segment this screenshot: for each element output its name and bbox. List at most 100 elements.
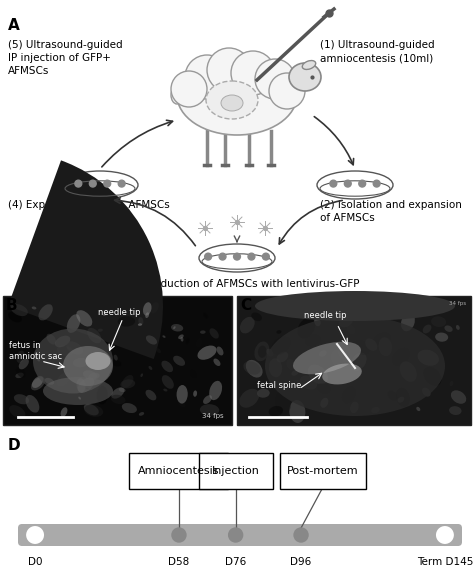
Circle shape	[231, 51, 275, 95]
Ellipse shape	[138, 317, 144, 325]
Text: (1) Ultrasound-guided
amniocentesis (10ml): (1) Ultrasound-guided amniocentesis (10m…	[320, 40, 435, 63]
Ellipse shape	[346, 325, 356, 335]
Circle shape	[172, 528, 186, 542]
Ellipse shape	[171, 86, 183, 104]
Text: Term D145: Term D145	[417, 557, 473, 567]
Text: 34 fps: 34 fps	[202, 413, 224, 419]
Ellipse shape	[401, 313, 415, 331]
Ellipse shape	[140, 373, 143, 377]
Circle shape	[207, 48, 251, 92]
Circle shape	[330, 180, 337, 187]
Ellipse shape	[418, 350, 439, 366]
Ellipse shape	[55, 336, 70, 347]
Text: fetal spine: fetal spine	[257, 381, 301, 390]
Ellipse shape	[78, 377, 94, 393]
Ellipse shape	[15, 373, 24, 378]
Ellipse shape	[185, 338, 190, 344]
Ellipse shape	[46, 333, 56, 345]
Ellipse shape	[353, 340, 370, 355]
Text: D58: D58	[168, 557, 190, 567]
Circle shape	[90, 180, 96, 187]
Circle shape	[373, 180, 380, 187]
Ellipse shape	[66, 341, 83, 355]
Ellipse shape	[143, 302, 152, 315]
Text: A: A	[8, 18, 20, 33]
FancyBboxPatch shape	[199, 453, 273, 489]
Ellipse shape	[451, 390, 466, 404]
Text: D: D	[8, 438, 21, 453]
Ellipse shape	[177, 55, 297, 135]
Ellipse shape	[456, 325, 460, 330]
Circle shape	[248, 253, 255, 260]
Circle shape	[118, 180, 125, 187]
Ellipse shape	[162, 361, 173, 372]
Ellipse shape	[292, 370, 299, 376]
Ellipse shape	[203, 395, 212, 404]
Text: Amniocentesis: Amniocentesis	[138, 466, 220, 476]
Ellipse shape	[317, 171, 393, 199]
Ellipse shape	[422, 387, 430, 397]
Text: needle tip: needle tip	[98, 308, 140, 317]
Text: needle tip: needle tip	[304, 311, 346, 320]
Text: (4) Expansion of GFP+ AFMSCs: (4) Expansion of GFP+ AFMSCs	[8, 200, 170, 210]
Ellipse shape	[32, 376, 44, 388]
Ellipse shape	[19, 359, 29, 369]
Ellipse shape	[8, 312, 22, 322]
Ellipse shape	[388, 390, 397, 401]
Ellipse shape	[199, 244, 275, 272]
Ellipse shape	[190, 370, 197, 378]
Ellipse shape	[156, 348, 161, 353]
Ellipse shape	[17, 350, 25, 363]
Ellipse shape	[78, 397, 81, 400]
Ellipse shape	[449, 406, 462, 415]
Ellipse shape	[363, 331, 367, 334]
Circle shape	[75, 180, 82, 187]
Ellipse shape	[265, 316, 445, 416]
Ellipse shape	[63, 346, 113, 386]
Circle shape	[234, 253, 240, 260]
Ellipse shape	[33, 329, 113, 394]
Ellipse shape	[210, 328, 219, 339]
Ellipse shape	[300, 376, 317, 390]
Circle shape	[171, 71, 207, 107]
Ellipse shape	[371, 407, 380, 413]
Ellipse shape	[445, 325, 453, 332]
Wedge shape	[8, 160, 163, 359]
Ellipse shape	[209, 381, 222, 400]
Circle shape	[294, 528, 308, 542]
Ellipse shape	[289, 63, 321, 91]
Ellipse shape	[308, 364, 328, 384]
Ellipse shape	[193, 390, 197, 397]
Ellipse shape	[255, 291, 455, 321]
Ellipse shape	[57, 372, 70, 386]
Ellipse shape	[57, 346, 73, 356]
Ellipse shape	[14, 394, 29, 404]
Ellipse shape	[200, 331, 206, 334]
Ellipse shape	[16, 367, 26, 377]
Ellipse shape	[217, 346, 223, 356]
Circle shape	[435, 525, 455, 545]
Ellipse shape	[181, 337, 183, 342]
Ellipse shape	[89, 373, 100, 380]
Ellipse shape	[317, 383, 331, 394]
Ellipse shape	[73, 358, 88, 367]
Ellipse shape	[320, 398, 328, 408]
Ellipse shape	[314, 318, 321, 326]
Circle shape	[104, 180, 110, 187]
Text: (2) Isolation and expansion
of AFMSCs: (2) Isolation and expansion of AFMSCs	[320, 200, 462, 223]
Ellipse shape	[435, 332, 448, 342]
Ellipse shape	[396, 388, 410, 407]
Ellipse shape	[286, 359, 295, 370]
Ellipse shape	[243, 361, 261, 375]
Ellipse shape	[32, 307, 36, 309]
Ellipse shape	[103, 314, 106, 316]
Ellipse shape	[416, 407, 420, 411]
Ellipse shape	[213, 359, 220, 366]
Ellipse shape	[84, 404, 99, 415]
Ellipse shape	[198, 346, 217, 360]
Ellipse shape	[373, 332, 391, 347]
Circle shape	[263, 253, 269, 260]
Text: Post-mortem: Post-mortem	[287, 466, 359, 476]
Ellipse shape	[148, 366, 152, 370]
Ellipse shape	[196, 338, 202, 347]
